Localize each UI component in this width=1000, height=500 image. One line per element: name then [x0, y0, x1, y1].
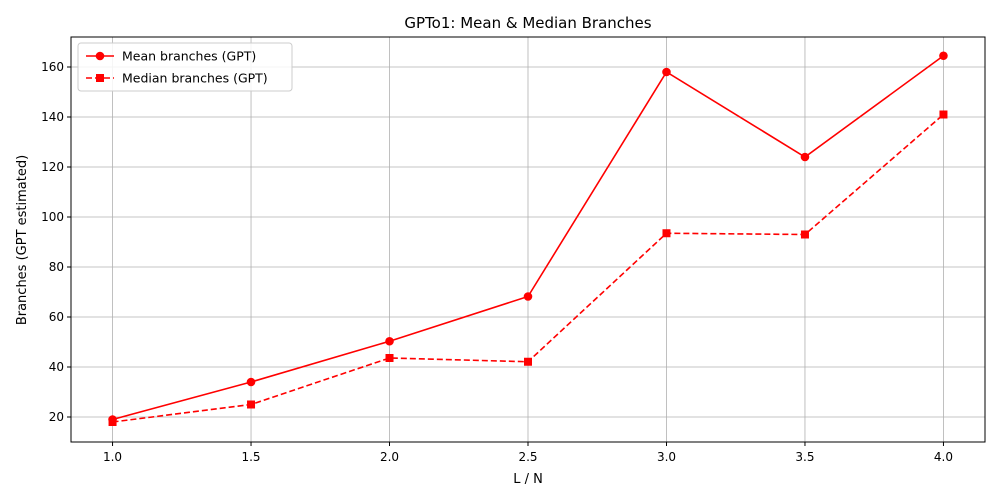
y-tick-label: 80 — [49, 260, 64, 274]
data-point — [385, 354, 394, 362]
x-tick-label: 3.5 — [795, 450, 814, 464]
y-tick-label: 140 — [41, 110, 64, 124]
y-axis-label: Branches (GPT estimated) — [15, 155, 30, 325]
y-tick-label: 120 — [41, 160, 64, 174]
data-point — [662, 229, 671, 238]
legend-box — [77, 42, 293, 92]
x-tick-label: 2.0 — [380, 450, 399, 464]
y-tick-label: 40 — [49, 360, 64, 374]
data-point — [108, 418, 117, 426]
legend-label: Median branches (GPT) — [122, 71, 268, 86]
data-point — [800, 230, 809, 239]
series-1 — [108, 110, 948, 426]
legend-marker — [95, 51, 105, 61]
data-point — [385, 336, 394, 346]
legend-label: Mean branches (GPT) — [122, 49, 256, 64]
x-tick-label: 4.0 — [934, 450, 953, 464]
y-tick-label: 20 — [49, 410, 64, 424]
data-point — [246, 377, 256, 387]
data-point — [939, 110, 948, 119]
legend-entry: Mean branches (GPT) — [86, 49, 256, 64]
y-tick-label: 60 — [49, 310, 64, 324]
data-point — [523, 292, 533, 301]
x-tick-label: 1.0 — [103, 450, 122, 464]
x-tick-label: 1.5 — [241, 450, 260, 464]
data-point — [939, 51, 948, 61]
data-point — [524, 357, 532, 366]
data-point — [247, 400, 256, 409]
data-point — [662, 67, 671, 77]
grid-layer — [71, 37, 985, 442]
y-tick-label: 160 — [41, 60, 64, 74]
chart-title: GPTo1: Mean & Median Branches — [404, 14, 651, 32]
x-tick-label: 2.5 — [518, 450, 537, 464]
y-tick-label: 100 — [41, 210, 64, 224]
x-tick-label: 3.0 — [657, 450, 676, 464]
series-layer — [108, 51, 948, 426]
legend-entry: Median branches (GPT) — [86, 71, 268, 86]
x-axis-label: L / N — [513, 472, 543, 487]
legend-marker — [96, 74, 104, 82]
axes-layer: 1.0 1.5 2.0 2.5 3.0 3.5 4.0 20 40 60 80 100 120 140 16… — [41, 60, 953, 464]
legend: Mean branches (GPT) Median branches (GPT) — [77, 42, 293, 92]
data-point — [800, 152, 810, 162]
